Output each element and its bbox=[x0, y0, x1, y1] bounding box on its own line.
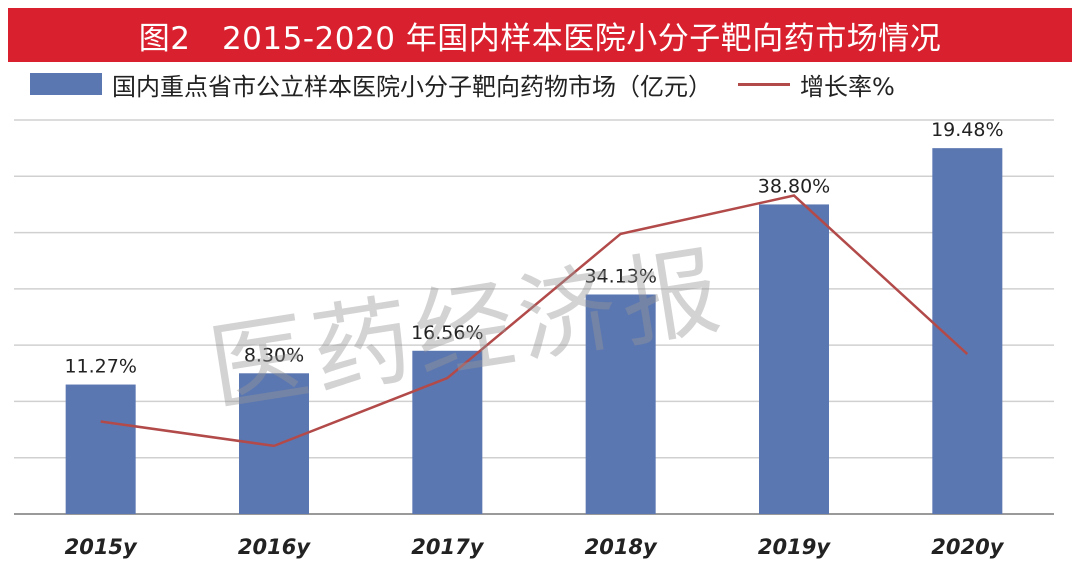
bar bbox=[759, 204, 829, 514]
legend: 国内重点省市公立样本医院小分子靶向药物市场（亿元） 增长率% bbox=[30, 64, 1070, 104]
bar bbox=[412, 350, 483, 514]
legend-bar-swatch bbox=[30, 73, 102, 95]
chart-title: 图2 2015-2020 年国内样本医院小分子靶向药市场情况 bbox=[8, 8, 1072, 62]
data-label: 38.80% bbox=[758, 175, 830, 197]
x-tick-label: 2015y bbox=[65, 535, 138, 559]
legend-line-label: 增长率% bbox=[800, 72, 895, 101]
x-tick-label: 2019y bbox=[758, 535, 831, 559]
data-label: 34.13% bbox=[584, 265, 656, 287]
bar bbox=[65, 384, 136, 514]
data-label: 8.30% bbox=[244, 344, 304, 366]
growth-rate-line bbox=[100, 194, 969, 448]
x-tick-label: 2018y bbox=[585, 535, 658, 559]
data-label: 16.56% bbox=[411, 322, 483, 344]
legend-line-swatch bbox=[738, 82, 790, 86]
x-tick-label: 2020y bbox=[931, 535, 1004, 559]
x-tick-label: 2017y bbox=[411, 535, 484, 559]
bar bbox=[585, 294, 656, 514]
data-label: 11.27% bbox=[64, 356, 136, 378]
x-tick-label: 2016y bbox=[238, 535, 311, 559]
legend-bar-label: 国内重点省市公立样本医院小分子靶向药物市场（亿元） bbox=[112, 72, 712, 101]
data-label: 19.48% bbox=[931, 119, 1003, 141]
